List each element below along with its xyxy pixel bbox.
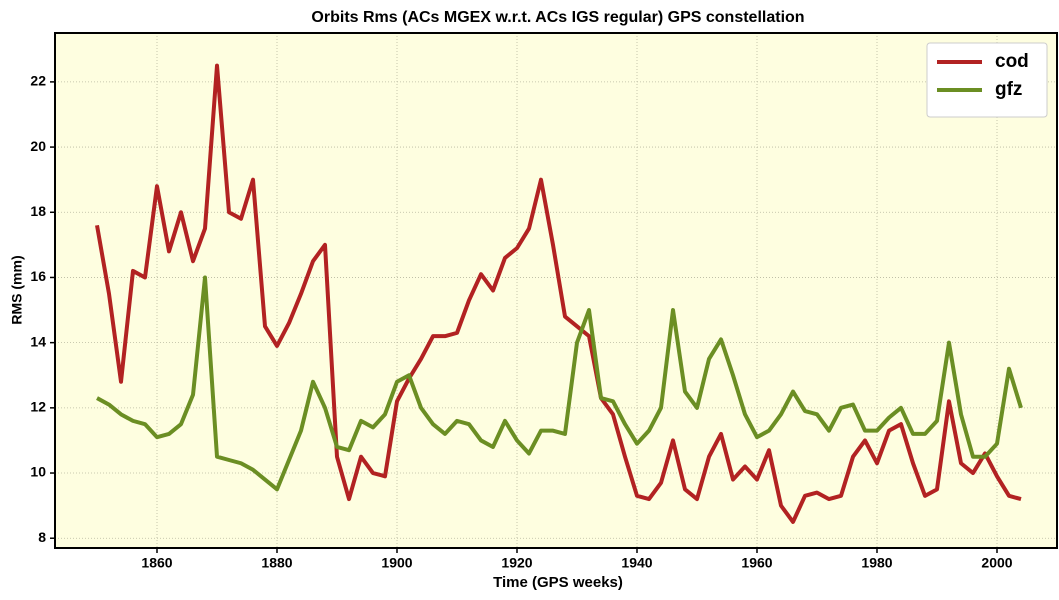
y-tick-label: 12 xyxy=(30,399,46,415)
line-series xyxy=(95,63,1022,524)
legend-label: cod xyxy=(995,51,1029,72)
y-tick-label: 8 xyxy=(38,529,46,545)
x-tick-label: 1920 xyxy=(501,555,532,571)
chart-title: Orbits Rms (ACs MGEX w.r.t. ACs IGS regu… xyxy=(311,9,804,26)
x-tick-label: 1880 xyxy=(261,555,292,571)
x-tick-label: 1900 xyxy=(381,555,412,571)
x-tick-label: 1960 xyxy=(741,555,772,571)
x-tick-label: 1940 xyxy=(621,555,652,571)
x-axis-label: Time (GPS weeks) xyxy=(493,574,623,591)
plot-frame xyxy=(54,32,1058,549)
y-tick-label: 22 xyxy=(30,73,46,89)
x-tick-label: 1860 xyxy=(141,555,172,571)
y-tick-label: 14 xyxy=(30,333,46,349)
x-tick-label: 2000 xyxy=(981,555,1012,571)
legend-label: gfz xyxy=(995,79,1022,100)
y-tick-label: 18 xyxy=(30,203,46,219)
line-series xyxy=(96,275,1023,492)
legend-box xyxy=(926,42,1048,118)
y-tick-label: 16 xyxy=(30,268,46,284)
y-axis-label: RMS (mm) xyxy=(9,255,25,324)
y-tick-label: 10 xyxy=(30,464,46,480)
y-tick-label: 20 xyxy=(30,138,46,154)
x-tick-label: 1980 xyxy=(861,555,892,571)
